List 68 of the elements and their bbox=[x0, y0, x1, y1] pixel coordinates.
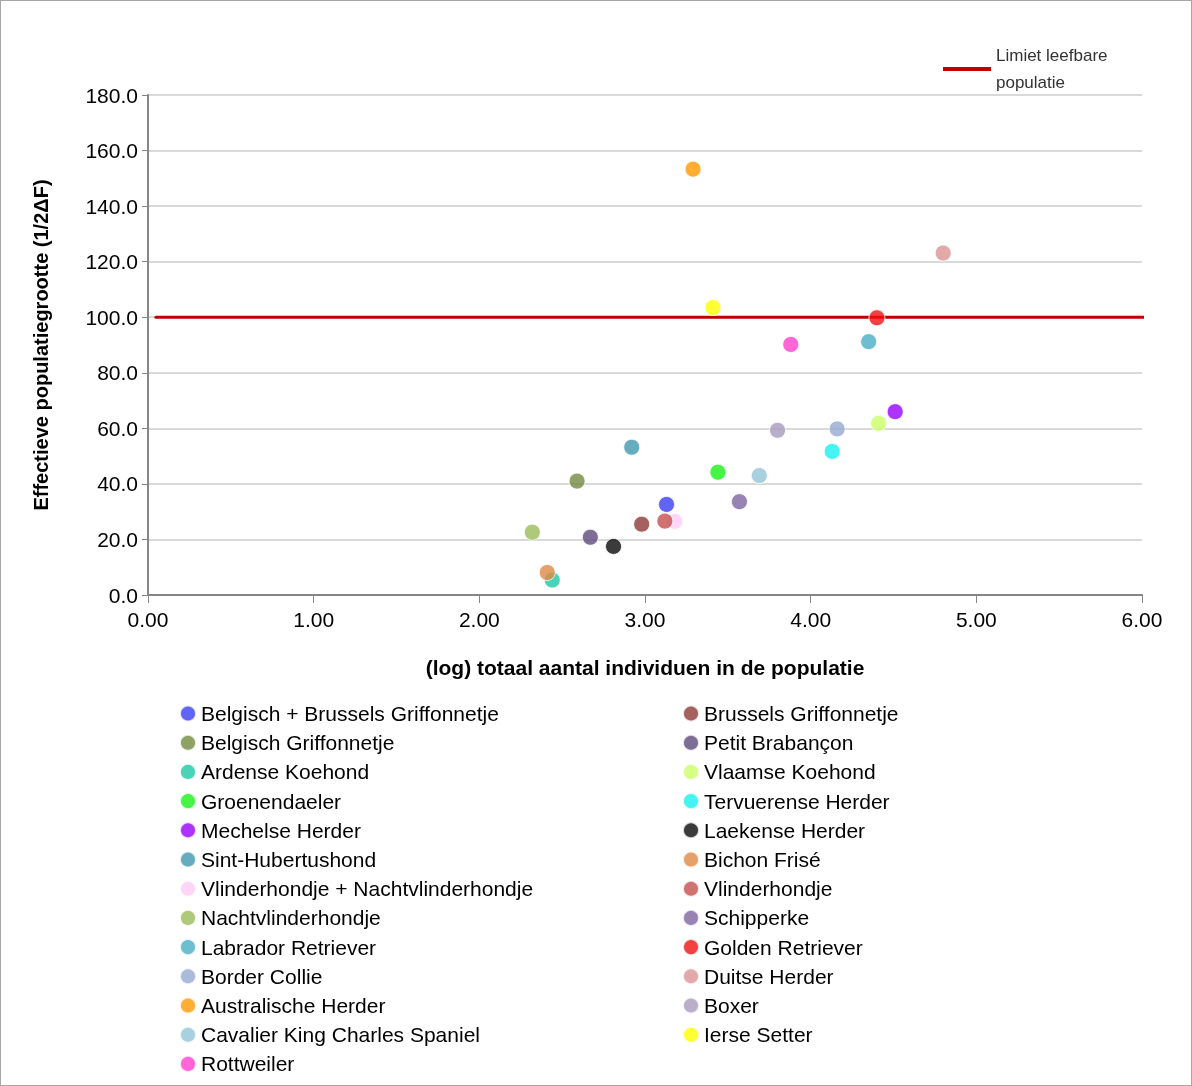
point bbox=[568, 472, 586, 490]
point bbox=[860, 333, 878, 351]
legend-label: Labrador Retriever bbox=[201, 935, 377, 959]
point bbox=[886, 403, 904, 421]
point bbox=[709, 463, 727, 481]
y-tick-label: 20.0 bbox=[97, 527, 138, 551]
x-tick-label: 4.00 bbox=[790, 608, 832, 631]
legend-label: Ierse Setter bbox=[704, 1023, 813, 1047]
legend-label: Vlaamse Koehond bbox=[704, 760, 876, 784]
legend-label: Sint-Hubertushond bbox=[201, 848, 377, 871]
legend-label: Boxer bbox=[704, 994, 759, 1017]
legend-label: Cavalier King Charles Spaniel bbox=[201, 1023, 480, 1047]
point bbox=[782, 335, 800, 353]
x-tick-label: 2.00 bbox=[458, 608, 500, 631]
point bbox=[868, 309, 886, 327]
point bbox=[704, 299, 722, 316]
x-tick-label: 6.00 bbox=[1121, 608, 1163, 631]
point bbox=[656, 512, 674, 530]
legend-label: Nachtvlinderhondje bbox=[201, 906, 381, 930]
point bbox=[523, 523, 541, 541]
point bbox=[581, 528, 599, 546]
legend-label: Australische Herder bbox=[201, 994, 386, 1017]
y-tick-label: 0.0 bbox=[108, 583, 138, 607]
y-tick-label: 100.0 bbox=[85, 305, 138, 329]
y-tick-label: 140.0 bbox=[85, 194, 138, 218]
point bbox=[730, 493, 748, 511]
legend-label: Mechelse Herder bbox=[201, 818, 361, 842]
x-axis-title: (log) totaal aantal individuen in de populatie bbox=[425, 656, 865, 679]
legend-label: Vlinderhondje + Nachtvlinderhondje bbox=[201, 877, 534, 901]
legend-label: Ardense Koehond bbox=[201, 760, 370, 784]
y-axis-title: Effectieve populatiegrootte (1/2ΔF) bbox=[30, 179, 52, 511]
y-tick-label: 120.0 bbox=[85, 250, 138, 274]
point bbox=[823, 442, 841, 460]
y-tick-label: 40.0 bbox=[97, 472, 138, 496]
point bbox=[538, 564, 556, 581]
legend-label: Petit Brabançon bbox=[704, 731, 854, 755]
y-tick-label: 180.0 bbox=[85, 83, 138, 107]
point bbox=[769, 421, 787, 439]
y-tick-label: 80.0 bbox=[97, 361, 138, 385]
point bbox=[870, 414, 888, 432]
legend-label: Vlinderhondje bbox=[704, 877, 833, 901]
x-tick-label: 0.00 bbox=[127, 608, 169, 631]
legend-label: Golden Retriever bbox=[704, 935, 863, 959]
y-tick-label: 160.0 bbox=[85, 139, 138, 163]
legend-label: Belgisch + Brussels Griffonnetje bbox=[201, 702, 499, 725]
point bbox=[623, 438, 641, 456]
legend-label: Rottweiler bbox=[201, 1052, 295, 1076]
legend-label: Tervuerense Herder bbox=[704, 789, 890, 813]
point bbox=[658, 495, 676, 513]
legend-label: Groenendaeler bbox=[201, 789, 342, 813]
point bbox=[633, 515, 651, 533]
legend-label: Schipperke bbox=[704, 906, 810, 930]
point bbox=[828, 420, 846, 438]
x-tick-label: 5.00 bbox=[955, 608, 997, 631]
legend-label: Belgisch Griffonnetje bbox=[201, 731, 395, 755]
legend-label: Bichon Frisé bbox=[704, 848, 821, 871]
legend-label: Duitse Herder bbox=[704, 964, 834, 988]
y-tick-label: 60.0 bbox=[97, 416, 138, 440]
legend-label: Brussels Griffonnetje bbox=[704, 702, 899, 725]
point bbox=[934, 244, 952, 262]
legend-label: Border Collie bbox=[201, 964, 323, 988]
point bbox=[605, 537, 623, 555]
point bbox=[750, 467, 768, 485]
legend-label: Laekense Herder bbox=[704, 818, 866, 842]
legend-label: Limiet leefbare populatie bbox=[996, 46, 1113, 92]
x-tick-label: 3.00 bbox=[624, 608, 666, 631]
x-tick-label: 1.00 bbox=[293, 608, 335, 631]
point bbox=[684, 160, 702, 178]
